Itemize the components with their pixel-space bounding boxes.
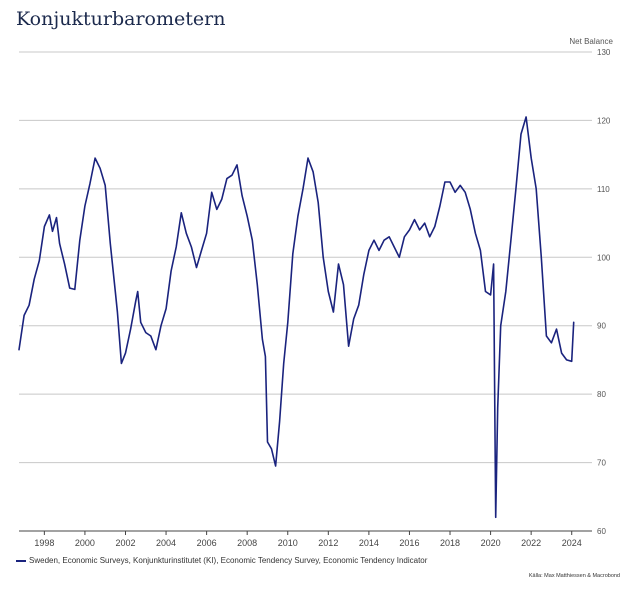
x-tick-label: 2018 bbox=[440, 538, 460, 548]
x-tick-label: 1998 bbox=[34, 538, 54, 548]
axes: 60 70 80 90 100 110 120 130 1998 2000 2002 2004 2006… bbox=[19, 48, 611, 548]
y-tick-label: 60 bbox=[597, 527, 606, 536]
y-tick-label: 100 bbox=[597, 253, 611, 262]
y-axis-label: Net Balance bbox=[569, 37, 613, 46]
x-tick-label: 2016 bbox=[399, 538, 419, 548]
series-layer bbox=[18, 116, 575, 519]
chart-title: Konjukturbarometern bbox=[16, 8, 226, 30]
x-tick-label: 2024 bbox=[562, 538, 582, 548]
x-tick-label: 2000 bbox=[75, 538, 95, 548]
source-note: Källa: Max Matthiessen & Macrobond bbox=[528, 573, 620, 579]
y-tick-label: 80 bbox=[597, 390, 606, 399]
x-tick-label: 2022 bbox=[521, 538, 541, 548]
x-tick-label: 2012 bbox=[318, 538, 338, 548]
x-tick-label: 2004 bbox=[156, 538, 176, 548]
legend: Sweden, Economic Surveys, Konjunkturinst… bbox=[16, 556, 427, 565]
legend-label: Sweden, Economic Surveys, Konjunkturinst… bbox=[29, 556, 428, 565]
x-tick-label: 2006 bbox=[197, 538, 217, 548]
x-tick-label: 2010 bbox=[278, 538, 298, 548]
legend-swatch bbox=[16, 559, 26, 562]
x-tick-label: 2020 bbox=[481, 538, 501, 548]
x-tick-label: 2008 bbox=[237, 538, 257, 548]
y-tick-label: 90 bbox=[597, 322, 606, 331]
x-tick-label: 2002 bbox=[115, 538, 135, 548]
y-tick-label: 110 bbox=[597, 185, 610, 194]
series-line bbox=[18, 116, 575, 519]
y-tick-label: 120 bbox=[597, 116, 611, 125]
y-tick-label: 130 bbox=[597, 48, 611, 57]
x-tick-label: 2014 bbox=[359, 538, 379, 548]
y-tick-label: 70 bbox=[597, 459, 606, 468]
